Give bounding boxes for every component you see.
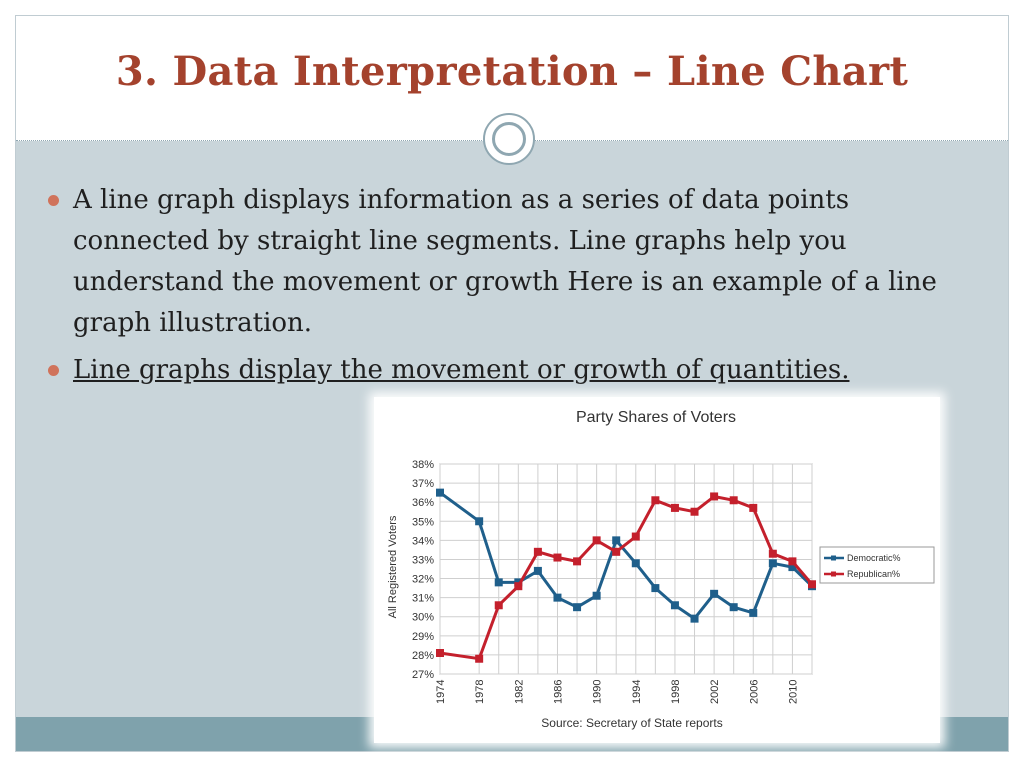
data-point <box>436 649 444 657</box>
y-tick-label: 28% <box>412 650 434 662</box>
data-point <box>710 492 719 501</box>
x-tick-label: 1990 <box>592 680 604 704</box>
bullet-list: A line graph displays information as a s… <box>45 180 975 391</box>
data-point <box>612 547 621 556</box>
data-point <box>788 563 797 572</box>
data-point <box>670 503 679 512</box>
data-point <box>533 547 542 556</box>
bullet-dot-icon <box>48 365 59 376</box>
plot-area <box>439 463 813 675</box>
data-point <box>573 603 582 612</box>
data-point <box>494 601 503 610</box>
data-point <box>690 614 699 623</box>
legend-marker <box>831 571 836 577</box>
y-tick-label: 38% <box>412 459 434 471</box>
x-tick-label: 1994 <box>631 680 643 704</box>
data-point <box>768 549 777 558</box>
data-point <box>514 582 523 591</box>
data-point <box>670 601 679 610</box>
circle-ornament-icon <box>483 113 535 165</box>
data-point <box>553 593 562 602</box>
data-point <box>729 496 738 505</box>
y-tick-label: 33% <box>412 554 434 566</box>
data-point <box>651 584 660 593</box>
y-tick-label: 34% <box>412 535 434 547</box>
x-axis-label: Source: Secretary of State reports <box>541 716 722 730</box>
data-point <box>768 559 777 568</box>
x-tick-label: 1978 <box>474 680 486 704</box>
data-point <box>475 517 484 526</box>
y-tick-label: 35% <box>412 516 434 528</box>
data-point <box>592 591 601 600</box>
y-axis-label: All Registered Voters <box>387 515 399 618</box>
data-point <box>612 536 621 545</box>
legend-box <box>819 546 935 584</box>
data-point <box>788 557 797 566</box>
data-point <box>573 557 582 566</box>
y-tick-label: 31% <box>412 593 434 605</box>
y-tick-label: 27% <box>412 669 434 681</box>
data-point <box>475 654 484 663</box>
y-tick-label: 29% <box>412 631 434 643</box>
y-tick-label: 37% <box>412 478 434 490</box>
x-tick-label: 1998 <box>670 680 682 704</box>
data-point <box>494 578 503 587</box>
data-point <box>631 559 640 568</box>
bullet-text: A line graph displays information as a s… <box>73 185 937 338</box>
legend-label: Republican% <box>847 569 900 579</box>
data-point <box>533 566 542 575</box>
y-tick-label: 36% <box>412 497 434 509</box>
data-point <box>808 580 816 589</box>
data-point <box>710 589 719 598</box>
x-tick-label: 2006 <box>748 680 760 704</box>
y-tick-label: 32% <box>412 574 434 586</box>
chart-image: Party Shares of Voters All Registered Vo… <box>374 397 940 743</box>
data-point <box>749 503 758 512</box>
data-point <box>729 603 738 612</box>
x-tick-label: 1986 <box>552 680 564 704</box>
bullet-dot-icon <box>48 195 59 206</box>
x-tick-label: 2010 <box>787 680 799 704</box>
data-point <box>651 496 660 505</box>
line-chart: Party Shares of Voters All Registered Vo… <box>387 409 935 730</box>
x-tick-label: 1974 <box>435 680 447 704</box>
chart-title: Party Shares of Voters <box>576 409 736 426</box>
data-point <box>592 536 601 545</box>
data-point <box>436 488 444 497</box>
x-tick-label: 2002 <box>709 680 721 704</box>
bullet-text: Line graphs display the movement or grow… <box>73 355 850 385</box>
data-point <box>690 507 699 516</box>
data-point <box>553 553 562 562</box>
legend-label: Democratic% <box>847 553 901 563</box>
data-point <box>631 532 640 541</box>
data-point <box>749 608 758 617</box>
legend-marker <box>831 555 836 561</box>
x-tick-label: 1982 <box>513 680 525 704</box>
bullet-item: Line graphs display the movement or grow… <box>45 350 975 391</box>
bullet-item: A line graph displays information as a s… <box>45 180 975 344</box>
y-tick-label: 30% <box>412 612 434 624</box>
slide-title: 3. Data Interpretation – Line Chart <box>115 48 909 95</box>
